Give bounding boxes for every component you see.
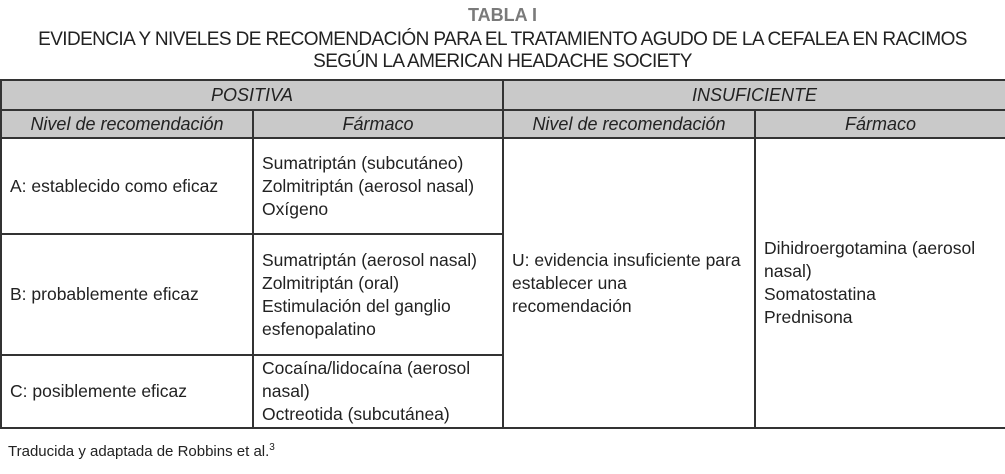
drug-cell: Sumatriptán (subcutáneo) Zolmitriptán (a… xyxy=(252,137,504,235)
column-header: Nivel de recomendación xyxy=(502,109,756,139)
drug-item: Prednisona xyxy=(764,307,853,327)
table-title-line-1: EVIDENCIA Y NIVELES DE RECOMENDACIÓN PAR… xyxy=(38,29,967,50)
drug-item: Octreotida (subcutánea) xyxy=(262,404,450,424)
drug-item: Cocaína/lidocaína (aerosol nasal) xyxy=(262,358,471,401)
group-header-insufficient: INSUFICIENTE xyxy=(501,79,1005,111)
drug-cell: Cocaína/lidocaína (aerosol nasal) Octreo… xyxy=(252,354,504,429)
drug-item: Zolmitriptán (oral) xyxy=(262,272,400,293)
level-cell: C: posiblemente eficaz xyxy=(0,354,254,429)
insufficient-level-cell: U: evidencia insuficiente para establece… xyxy=(502,137,756,429)
drug-cell: Sumatriptán (aerosol nasal) Zolmitriptán… xyxy=(252,233,504,356)
recommendation-table: POSITIVA INSUFICIENTE Nivel de recomenda… xyxy=(0,79,1005,429)
column-header: Nivel de recomendación xyxy=(0,109,254,139)
drug-item: Zolmitriptán (aerosol nasal) xyxy=(262,175,475,196)
drug-item: Dihidroergotamina (aerosol nasal) xyxy=(764,238,976,281)
drug-item: Somatostatina xyxy=(764,284,876,304)
table-row: B: probablemente eficaz Sumatriptán (aer… xyxy=(0,233,1005,356)
drug-item: Sumatriptán (aerosol nasal) xyxy=(262,249,477,270)
column-header: Fármaco xyxy=(252,109,504,139)
footnote-reference: 3 xyxy=(269,442,275,453)
table-row: A: establecido como eficaz Sumatriptán (… xyxy=(0,137,1005,429)
drug-item: Estimulación del ganglio esfenopalatino xyxy=(262,295,451,339)
table-label: TABLA I xyxy=(468,5,537,25)
footnote: Traducida y adaptada de Robbins et al.3 xyxy=(8,442,275,460)
footnote-text: Traducida y adaptada de Robbins et al. xyxy=(8,443,270,460)
insufficient-drug-cell: Dihidroergotamina (aerosol nasal) Somato… xyxy=(753,137,1005,429)
table-title-line-2: SEGÚN LA AMERICAN HEADACHE SOCIETY xyxy=(313,51,692,72)
level-cell: B: probablemente eficaz xyxy=(0,233,254,356)
column-header: Fármaco xyxy=(753,109,1005,139)
drug-item: Sumatriptán (subcutáneo) xyxy=(262,152,464,173)
table-row: C: posiblemente eficaz Cocaína/lidocaína… xyxy=(0,354,1005,429)
drug-item: Oxígeno xyxy=(262,198,329,219)
level-cell: A: establecido como eficaz xyxy=(0,137,254,235)
group-header-positive: POSITIVA xyxy=(0,79,504,111)
